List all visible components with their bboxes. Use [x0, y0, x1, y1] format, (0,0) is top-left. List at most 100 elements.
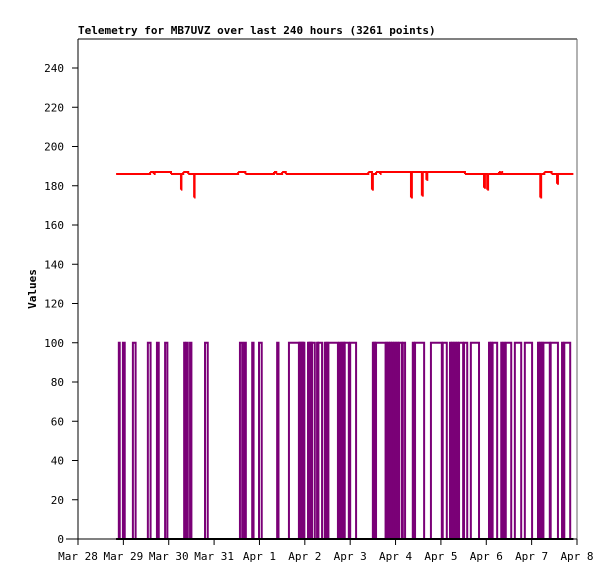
y-tick-label: 60	[51, 415, 64, 428]
red-series-segment	[273, 171, 278, 174]
red-series-segment	[245, 172, 275, 175]
purple-series-pulse	[146, 341, 152, 539]
purple-series-pulse	[349, 341, 358, 539]
red-series-segment	[238, 171, 247, 174]
purple-series-pulse	[387, 341, 391, 539]
red-series-segment	[371, 173, 374, 191]
x-tick-label: Mar 31	[194, 550, 234, 563]
y-tick-label: 200	[44, 141, 64, 154]
red-series-segment	[483, 173, 486, 189]
y-tick-label: 40	[51, 455, 64, 468]
purple-series-pulse	[131, 341, 137, 539]
purple-series-pulse	[452, 341, 456, 539]
purple-series-pulse	[523, 341, 534, 539]
y-tick-label: 160	[44, 219, 64, 232]
purple-series-pulse	[411, 341, 416, 539]
y-tick-label: 120	[44, 298, 64, 311]
red-series-segment	[502, 172, 542, 198]
purple-series-pulse	[343, 341, 350, 539]
y-axis-label: Values	[26, 269, 39, 309]
x-tick-label: Mar 29	[103, 550, 143, 563]
purple-series-pulse	[441, 341, 448, 539]
purple-series-pulse	[390, 341, 394, 539]
y-tick-label: 220	[44, 101, 64, 114]
purple-series-pulse	[258, 341, 263, 539]
red-series-segment	[380, 171, 412, 198]
purple-series-pulse	[538, 341, 542, 539]
x-tick-label: Apr 1	[243, 550, 276, 563]
red-series-segment	[556, 173, 559, 185]
red-series-segment	[498, 171, 501, 174]
purple-series-pulse	[469, 341, 481, 539]
red-series-segment	[188, 172, 196, 198]
purple-series-pulse	[414, 341, 426, 539]
red-series-segment	[153, 172, 156, 175]
x-tick-label: Mar 30	[149, 550, 189, 563]
red-series-segment	[421, 172, 424, 197]
purple-series-pulse	[327, 341, 339, 539]
red-series-segment	[276, 172, 284, 175]
purple-series-pulse	[456, 341, 460, 539]
purple-series-pulse	[389, 341, 393, 539]
red-series-segment	[544, 171, 553, 174]
purple-series-pulse	[489, 341, 493, 539]
red-series-segment	[464, 172, 486, 188]
purple-series-pulse	[338, 341, 342, 539]
x-tick-label: Apr 3	[334, 550, 367, 563]
red-series-segment	[194, 172, 240, 175]
purple-series-pulse	[540, 341, 544, 539]
red-series-segment	[116, 172, 152, 175]
purple-series-pulse	[487, 341, 491, 539]
red-series-segment	[488, 172, 500, 175]
red-series-segment	[411, 171, 423, 196]
red-series-segment	[487, 173, 490, 191]
purple-series-pulse	[317, 341, 324, 539]
x-tick-label: Apr 5	[424, 550, 457, 563]
red-series-segment	[501, 171, 504, 174]
purple-series-pulse	[454, 341, 458, 539]
purple-series-pulse	[502, 341, 506, 539]
purple-series-pulse	[392, 341, 396, 539]
purple-series-pulse	[375, 341, 387, 539]
purple-series-pulse	[117, 341, 121, 539]
red-series-segment	[410, 172, 413, 199]
red-series-segment	[426, 172, 429, 181]
purple-series-pulse	[491, 341, 499, 539]
purple-series-pulse	[563, 341, 572, 539]
red-series-segment	[181, 172, 185, 175]
purple-series-pulse	[394, 341, 398, 539]
chart-title: Telemetry for MB7UVZ over last 240 hours…	[78, 24, 436, 37]
purple-series-pulse	[164, 341, 169, 539]
purple-series-pulse	[398, 341, 403, 539]
purple-series-pulse	[311, 341, 316, 539]
x-tick-label: Mar 28	[58, 550, 98, 563]
purple-series-pulse	[121, 341, 126, 539]
purple-series-pulse	[243, 341, 247, 539]
red-series-segment	[551, 172, 559, 184]
red-series-segment	[285, 172, 370, 175]
purple-series-pulse	[504, 341, 513, 539]
purple-series-pulse	[251, 341, 255, 539]
purple-series-pulse	[287, 341, 300, 539]
purple-series-pulse	[542, 341, 551, 539]
purple-series-pulse	[450, 341, 454, 539]
purple-series-pulse	[448, 341, 452, 539]
purple-series-pulse	[183, 341, 187, 539]
purple-series-pulse	[536, 341, 540, 539]
purple-series-pulse	[500, 341, 504, 539]
y-tick-label: 240	[44, 62, 64, 75]
purple-series-pulse	[189, 341, 193, 539]
y-tick-label: 80	[51, 376, 64, 389]
purple-series-pulse	[401, 341, 407, 539]
purple-series-pulse	[458, 341, 465, 539]
y-tick-label: 20	[51, 494, 64, 507]
purple-series-pulse	[373, 341, 377, 539]
y-tick-label: 100	[44, 337, 64, 350]
purple-series-pulse	[155, 341, 160, 539]
x-tick-label: Apr 7	[515, 550, 548, 563]
red-series-segment	[282, 171, 287, 174]
purple-series-pulse	[396, 341, 400, 539]
purple-series-pulse	[385, 341, 389, 539]
x-tick-label: Apr 4	[379, 550, 412, 563]
red-series-segment	[154, 171, 172, 174]
